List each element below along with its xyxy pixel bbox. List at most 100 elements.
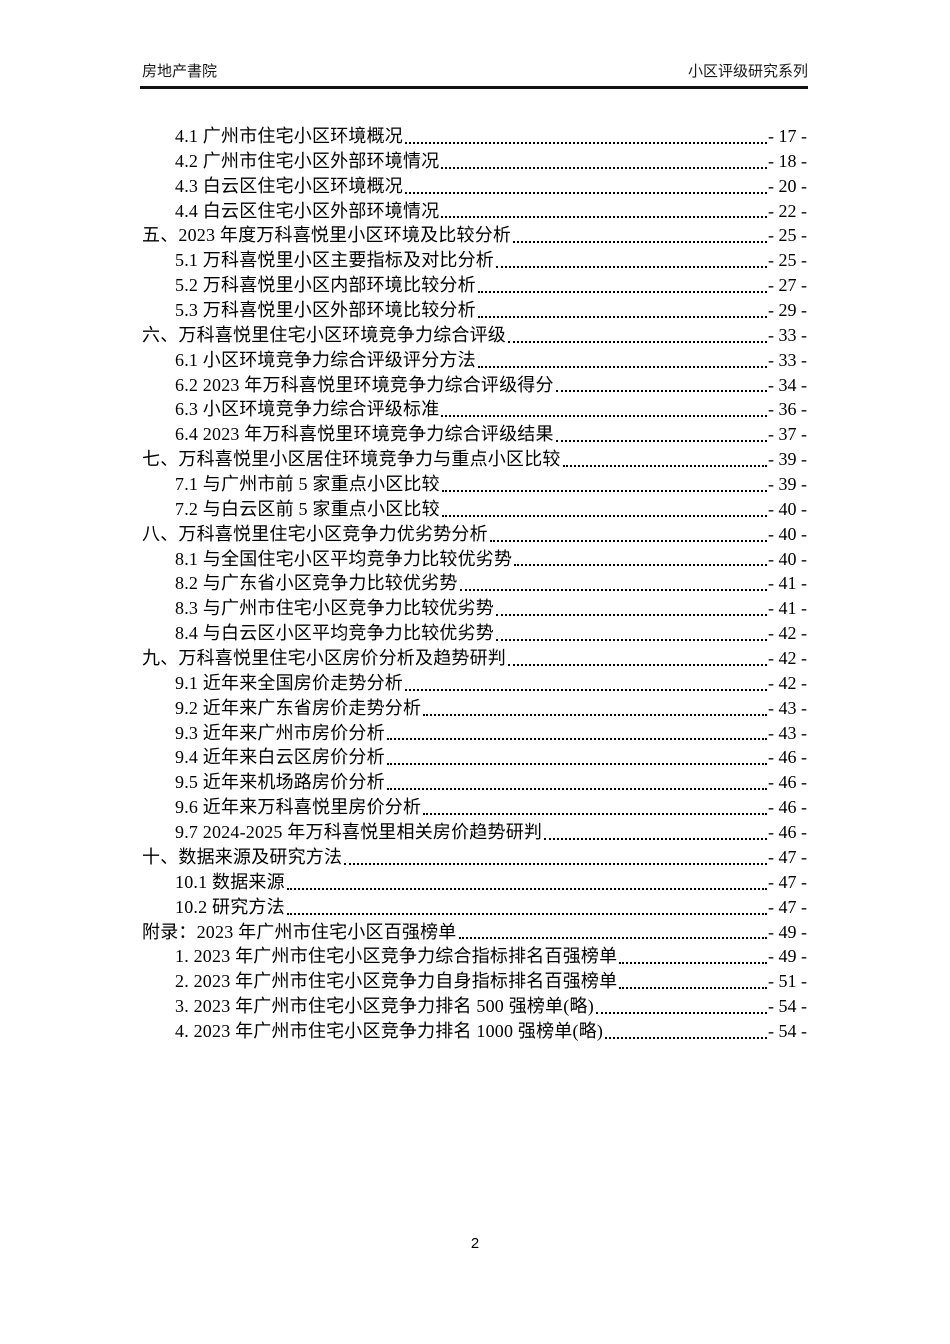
toc-entry-label: 八、万科喜悦里住宅小区竞争力优劣势分析 bbox=[142, 523, 488, 544]
toc-dot-leader bbox=[514, 564, 767, 567]
toc-entry-label: 9.1 近年来全国房价走势分析 bbox=[175, 672, 403, 693]
toc-dot-leader bbox=[496, 639, 767, 642]
toc-entry: 3. 2023 年广州市住宅小区竞争力排名 500 强榜单(略) - 54 - bbox=[142, 994, 807, 1019]
toc-dot-leader bbox=[513, 241, 767, 244]
toc-entry: 10.1 数据来源 - 47 - bbox=[142, 870, 807, 895]
toc-entry-page: - 34 - bbox=[768, 374, 807, 395]
toc-entry-label: 4.4 白云区住宅小区外部环境情况 bbox=[175, 200, 440, 221]
toc-entry-page: - 22 - bbox=[768, 200, 807, 221]
toc-entry-label: 4.1 广州市住宅小区环境概况 bbox=[175, 126, 403, 146]
toc-entry-page: - 54 - bbox=[768, 1020, 807, 1041]
toc-dot-leader bbox=[496, 266, 767, 269]
toc-dot-leader bbox=[441, 415, 767, 418]
toc-entry-page: - 25 - bbox=[768, 250, 807, 271]
toc-entry-label: 五、2023 年度万科喜悦里小区环境及比较分析 bbox=[142, 225, 512, 246]
toc-entry: 4.3 白云区住宅小区环境概况 - 20 - bbox=[142, 174, 807, 199]
toc-entry-label: 8.4 与白云区小区平均竞争力比较优劣势 bbox=[175, 623, 494, 644]
toc-dot-leader bbox=[405, 191, 767, 194]
toc-entry-page: - 33 - bbox=[768, 349, 807, 370]
toc-dot-leader bbox=[441, 514, 767, 517]
toc-entry-label: 1. 2023 年广州市住宅小区竞争力综合指标排名百强榜单 bbox=[175, 946, 618, 967]
toc-entry: 4.2 广州市住宅小区外部环境情况 - 18 - bbox=[142, 149, 807, 174]
toc-dot-leader bbox=[405, 688, 767, 691]
toc-entry: 8.1 与全国住宅小区平均竞争力比较优劣势 - 40 - bbox=[142, 547, 807, 572]
toc-entry-label: 10.2 研究方法 bbox=[175, 896, 285, 917]
toc-dot-leader bbox=[477, 365, 767, 368]
toc-dot-leader bbox=[544, 837, 767, 840]
page-header: 房地产書院 小区评级研究系列 bbox=[142, 62, 808, 82]
page-number: 2 bbox=[470, 1235, 480, 1252]
toc-dot-leader bbox=[423, 713, 767, 716]
toc-dot-leader bbox=[344, 862, 767, 865]
toc-dot-leader bbox=[405, 141, 767, 144]
toc-entry-page: - 43 - bbox=[768, 722, 807, 743]
toc-entry-label: 六、万科喜悦里住宅小区环境竞争力综合评级 bbox=[142, 324, 506, 345]
toc-entry: 5.1 万科喜悦里小区主要指标及对比分析 - 25 - bbox=[142, 248, 807, 273]
toc-entry-label: 附录：2023 年广州市住宅小区百强榜单 bbox=[142, 921, 457, 942]
toc-entry-label: 9.3 近年来广州市房价分析 bbox=[175, 722, 385, 743]
toc-entry: 2. 2023 年广州市住宅小区竞争力自身指标排名百强榜单 - 51 - bbox=[142, 969, 807, 994]
toc-entry: 9.7 2024-2025 年万科喜悦里相关房价趋势研判 - 46 - bbox=[142, 820, 807, 845]
toc-dot-leader bbox=[555, 390, 767, 393]
toc-entry: 9.6 近年来万科喜悦里房价分析 - 46 - bbox=[142, 795, 807, 820]
toc-entry-label: 5.3 万科喜悦里小区外部环境比较分析 bbox=[175, 300, 476, 321]
toc-entry-page: - 49 - bbox=[768, 921, 807, 942]
toc-dot-leader bbox=[555, 440, 767, 443]
toc-entry-page: - 46 - bbox=[768, 822, 807, 843]
toc-entry: 十、数据来源及研究方法 - 47 - bbox=[142, 845, 807, 870]
toc-entry-label: 6.2 2023 年万科喜悦里环境竞争力综合评级得分 bbox=[175, 374, 554, 395]
toc-entry-page: - 46 - bbox=[768, 772, 807, 793]
toc-entry: 九、万科喜悦里住宅小区房价分析及趋势研判 - 42 - bbox=[142, 646, 807, 671]
toc-entry: 10.2 研究方法 - 47 - bbox=[142, 895, 807, 920]
toc-entry-page: - 42 - bbox=[768, 672, 807, 693]
toc-entry: 4.4 白云区住宅小区外部环境情况 - 22 - bbox=[142, 199, 807, 224]
toc-entry-label: 6.4 2023 年万科喜悦里环境竞争力综合评级结果 bbox=[175, 424, 554, 445]
toc-entry-page: - 51 - bbox=[768, 971, 807, 992]
table-of-contents: 4.1 广州市住宅小区环境概况 - 17 - 4.2 广州市住宅小区外部环境情况… bbox=[142, 124, 807, 1044]
toc-entry-page: - 54 - bbox=[768, 996, 807, 1017]
toc-entry-label: 九、万科喜悦里住宅小区房价分析及趋势研判 bbox=[142, 648, 506, 669]
toc-entry-page: - 47 - bbox=[768, 871, 807, 892]
toc-entry-label: 9.4 近年来白云区房价分析 bbox=[175, 747, 385, 768]
toc-entry-page: - 42 - bbox=[768, 623, 807, 644]
toc-entry: 9.3 近年来广州市房价分析 - 43 - bbox=[142, 721, 807, 746]
toc-entry: 8.2 与广东省小区竞争力比较优劣势 - 41 - bbox=[142, 571, 807, 596]
toc-entry-label: 8.2 与广东省小区竞争力比较优劣势 bbox=[175, 573, 458, 594]
toc-entry-page: - 39 - bbox=[768, 474, 807, 495]
toc-entry-page: - 47 - bbox=[768, 896, 807, 917]
toc-entry: 6.1 小区环境竞争力综合评级评分方法 - 33 - bbox=[142, 348, 807, 373]
toc-entry-label: 4. 2023 年广州市住宅小区竞争力排名 1000 强榜单(略) bbox=[175, 1020, 604, 1041]
toc-dot-leader bbox=[441, 489, 767, 492]
toc-dot-leader bbox=[386, 788, 767, 791]
toc-entry-label: 4.3 白云区住宅小区环境概况 bbox=[175, 175, 403, 196]
toc-entry-label: 10.1 数据来源 bbox=[175, 871, 285, 892]
toc-entry-label: 9.6 近年来万科喜悦里房价分析 bbox=[175, 797, 422, 818]
toc-entry-page: - 25 - bbox=[768, 225, 807, 246]
toc-entry: 9.1 近年来全国房价走势分析 - 42 - bbox=[142, 671, 807, 696]
toc-entry-label: 6.3 小区环境竞争力综合评级标准 bbox=[175, 399, 440, 420]
toc-dot-leader bbox=[496, 614, 767, 617]
toc-entry-page: - 36 - bbox=[768, 399, 807, 420]
toc-entry: 1. 2023 年广州市住宅小区竞争力综合指标排名百强榜单 - 49 - bbox=[142, 944, 807, 969]
toc-dot-leader bbox=[459, 589, 767, 592]
toc-entry-page: - 41 - bbox=[768, 573, 807, 594]
toc-dot-leader bbox=[489, 539, 767, 542]
toc-entry-label: 8.1 与全国住宅小区平均竞争力比较优劣势 bbox=[175, 548, 513, 569]
header-rule bbox=[140, 86, 808, 89]
toc-entry-page: - 40 - bbox=[768, 498, 807, 519]
toc-entry-page: - 42 - bbox=[768, 648, 807, 669]
toc-entry-page: - 39 - bbox=[768, 449, 807, 470]
toc-entry-label: 七、万科喜悦里小区居住环境竞争力与重点小区比较 bbox=[142, 449, 561, 470]
toc-entry-page: - 49 - bbox=[768, 946, 807, 967]
toc-entry: 6.3 小区环境竞争力综合评级标准 - 36 - bbox=[142, 397, 807, 422]
toc-entry-label: 9.7 2024-2025 年万科喜悦里相关房价趋势研判 bbox=[175, 822, 543, 843]
toc-dot-leader bbox=[477, 291, 767, 294]
header-right-text: 小区评级研究系列 bbox=[687, 63, 808, 80]
toc-dot-leader bbox=[562, 465, 767, 468]
toc-entry: 8.4 与白云区小区平均竞争力比较优劣势 - 42 - bbox=[142, 621, 807, 646]
toc-dot-leader bbox=[386, 763, 767, 766]
toc-entry-page: - 41 - bbox=[768, 598, 807, 619]
page-footer: 2 bbox=[0, 1234, 950, 1254]
toc-dot-leader bbox=[595, 1011, 767, 1014]
toc-entry-page: - 20 - bbox=[768, 175, 807, 196]
